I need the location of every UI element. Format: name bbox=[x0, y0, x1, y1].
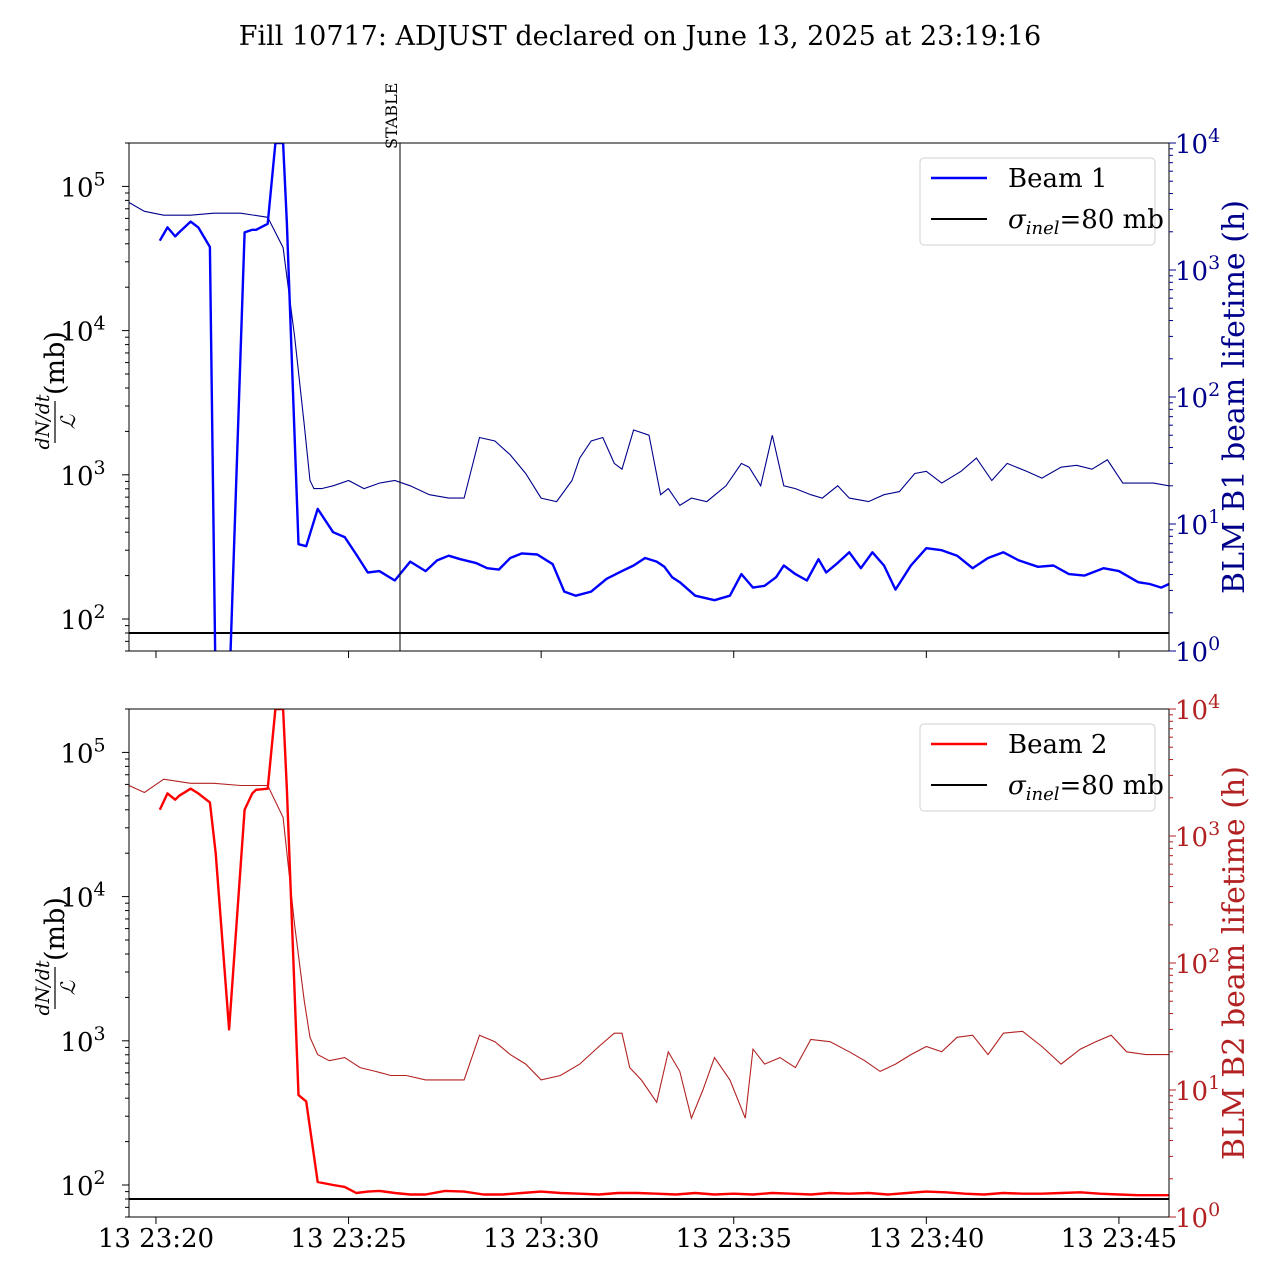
left-tick-label: 102 bbox=[60, 1167, 105, 1202]
panel-bottom: 102 103 104 105 100 101 102 103 104 13 23:20 13 23… bbox=[32, 691, 1252, 1254]
right-tick-label: 103 bbox=[1175, 818, 1220, 853]
ylabel-denominator: ℒ bbox=[56, 414, 80, 429]
lifetime-line bbox=[129, 778, 1169, 1120]
legend-frame bbox=[919, 157, 1156, 246]
left-tick-label: 105 bbox=[60, 168, 105, 203]
x-tick-label: 13 23:30 bbox=[483, 1224, 599, 1254]
right-tick-label: 103 bbox=[1175, 252, 1220, 287]
legend-beam-label: Beam 2 bbox=[1008, 730, 1107, 760]
right-axis-label: BLM B2 beam lifetime (h) bbox=[1217, 766, 1252, 1160]
left-tick-label: 103 bbox=[60, 457, 105, 492]
left-axis-label: dN/dt ℒ (mb) bbox=[32, 331, 80, 449]
left-axis-label: dN/dt ℒ (mb) bbox=[32, 897, 80, 1015]
x-tick-label: 13 23:35 bbox=[676, 1224, 792, 1254]
ylabel-denominator: ℒ bbox=[56, 980, 80, 995]
x-tick-label: 13 23:25 bbox=[290, 1224, 406, 1254]
legend-ref-label: σinel=80 mb bbox=[1008, 771, 1164, 805]
x-tick-label: 13 23:40 bbox=[868, 1224, 984, 1254]
stable-label: STABLE bbox=[382, 83, 401, 149]
ylabel-unit: (mb) bbox=[40, 331, 71, 395]
right-tick-label: 101 bbox=[1175, 506, 1220, 541]
left-tick-label: 105 bbox=[60, 734, 105, 769]
left-tick-label: 104 bbox=[60, 879, 105, 914]
legend-ref-label: σinel=80 mb bbox=[1008, 205, 1164, 239]
right-axis-label: BLM B1 beam lifetime (h) bbox=[1217, 200, 1252, 594]
plot-area bbox=[129, 709, 1169, 1200]
left-tick-label: 103 bbox=[60, 1023, 105, 1058]
left-tick-label: 102 bbox=[60, 601, 105, 636]
legend: Beam 1 σinel=80 mb bbox=[919, 157, 1164, 246]
beam2-line bbox=[158, 709, 1169, 1197]
ylabel-numerator: dN/dt bbox=[32, 394, 54, 449]
left-tick-label: 104 bbox=[60, 313, 105, 348]
right-tick-label: 104 bbox=[1175, 125, 1220, 160]
right-tick-label: 101 bbox=[1175, 1072, 1220, 1107]
x-tick-label: 13 23:45 bbox=[1061, 1224, 1177, 1254]
legend-beam-label: Beam 1 bbox=[1008, 164, 1107, 194]
legend: Beam 2 σinel=80 mb bbox=[919, 723, 1164, 812]
panel-top: STABLE 102 103 104 105 100 101 102 103 104 dN/dt ℒ (… bbox=[32, 83, 1252, 668]
x-tick-label: 13 23:20 bbox=[98, 1224, 214, 1254]
ylabel-unit: (mb) bbox=[40, 897, 71, 961]
right-tick-label: 102 bbox=[1175, 945, 1220, 980]
chart-title: Fill 10717: ADJUST declared on June 13, … bbox=[239, 21, 1041, 52]
right-tick-label: 100 bbox=[1175, 633, 1220, 668]
right-tick-label: 102 bbox=[1175, 379, 1220, 414]
beam1-line bbox=[158, 143, 1169, 651]
legend-frame bbox=[919, 723, 1156, 812]
plot-area bbox=[129, 143, 1169, 651]
lifetime-line bbox=[129, 202, 1169, 507]
ylabel-numerator: dN/dt bbox=[32, 960, 54, 1015]
right-tick-label: 100 bbox=[1175, 1199, 1220, 1234]
right-tick-label: 104 bbox=[1175, 691, 1220, 726]
